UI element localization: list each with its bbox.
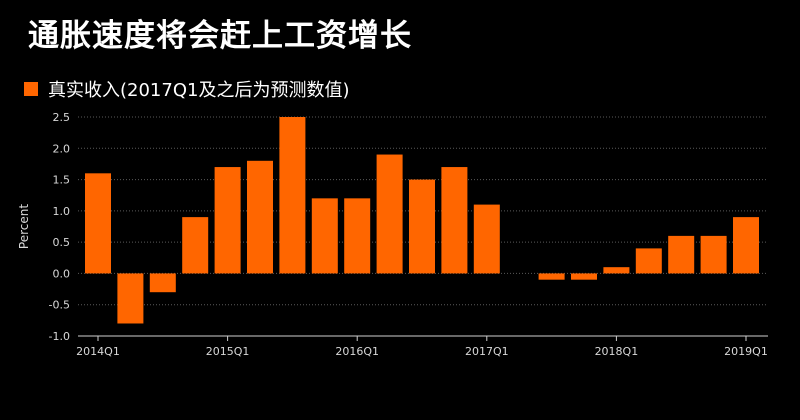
bar (441, 167, 468, 274)
bar (700, 235, 727, 274)
bar (668, 235, 695, 274)
bar (117, 273, 144, 324)
y-tick-label: 0.0 (53, 267, 71, 280)
bar (635, 248, 662, 274)
x-tick-label: 2019Q1 (724, 345, 768, 358)
bar (538, 273, 565, 280)
legend: 真实收入(2017Q1及之后为预测数值) (24, 76, 349, 102)
y-tick-label: 2.5 (53, 111, 71, 124)
bar (182, 217, 209, 274)
y-tick-label: -1.0 (49, 330, 70, 343)
bar (279, 117, 306, 274)
bar (376, 154, 403, 274)
y-axis-title: Percent (17, 204, 31, 249)
x-tick-label: 2015Q1 (206, 345, 250, 358)
y-tick-label: -0.5 (49, 299, 70, 312)
bar (409, 179, 435, 274)
legend-swatch (24, 82, 38, 96)
y-tick-label: 0.5 (53, 236, 71, 249)
bar (473, 204, 500, 274)
bar (311, 198, 338, 274)
bar (85, 173, 111, 274)
bar (214, 167, 241, 274)
x-tick-label: 2017Q1 (465, 345, 509, 358)
bar (603, 267, 630, 274)
bar (733, 217, 759, 274)
y-tick-label: 2.0 (53, 142, 71, 155)
x-tick-label: 2016Q1 (335, 345, 379, 358)
bar (149, 273, 176, 293)
y-tick-label: 1.0 (53, 205, 71, 218)
bar (247, 160, 273, 274)
x-tick-label: 2018Q1 (595, 345, 639, 358)
x-tick-label: 2014Q1 (76, 345, 120, 358)
bar (571, 273, 597, 280)
y-tick-label: 1.5 (53, 174, 71, 187)
legend-label: 真实收入(2017Q1及之后为预测数值) (48, 80, 350, 101)
chart-title: 通胀速度将会赶上工资增长 (28, 18, 412, 54)
bar (344, 198, 371, 274)
